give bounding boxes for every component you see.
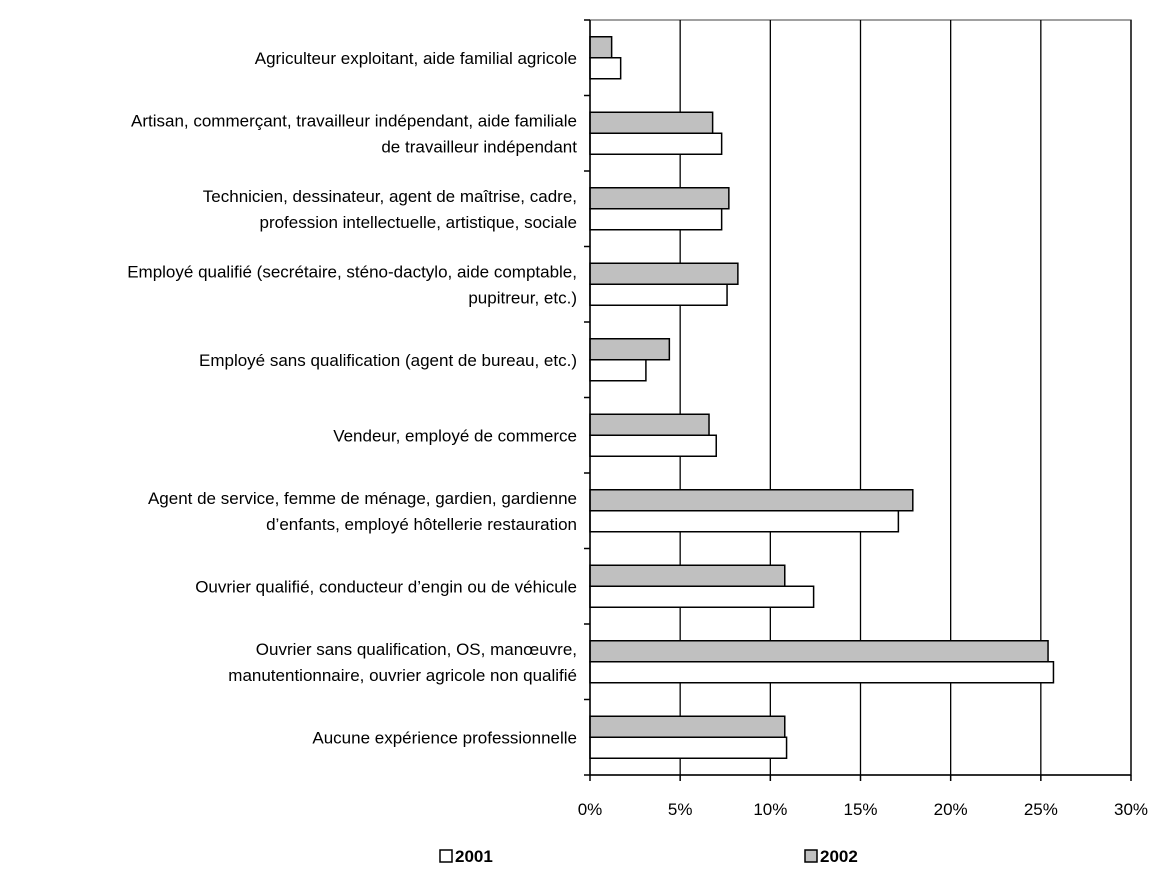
x-tick-label-25: 25% xyxy=(1024,800,1058,819)
bar-2001-8 xyxy=(589,661,1055,684)
bar-2002-6 xyxy=(589,489,914,512)
bar-2001-4 xyxy=(589,359,647,382)
category-label-0: Agriculteur exploitant, aide familial ag… xyxy=(255,49,577,68)
bar-2001-6 xyxy=(589,510,900,533)
category-label-line: Vendeur, employé de commerce xyxy=(333,426,577,445)
category-label-7: Ouvrier qualifié, conducteur d’engin ou … xyxy=(195,577,577,596)
category-label-line: Ouvrier sans qualification, OS, manœuvre… xyxy=(256,640,577,659)
bar-2002-0 xyxy=(589,36,613,59)
x-tick-label-15: 15% xyxy=(843,800,877,819)
category-label-5: Vendeur, employé de commerce xyxy=(333,426,577,445)
bar-2002-4 xyxy=(589,338,671,361)
category-label-6: Agent de service, femme de ménage, gardi… xyxy=(148,489,577,534)
bar-2002-9 xyxy=(589,715,786,738)
category-label-line: d’enfants, employé hôtellerie restaurati… xyxy=(266,515,577,534)
bar-2001-0 xyxy=(589,57,622,80)
axes xyxy=(584,19,1132,781)
category-label-line: pupitreur, etc.) xyxy=(468,288,577,307)
x-tick-labels: 0% 5% 10% 15% 20% 25% 30% xyxy=(578,800,1148,819)
legend-label-2001: 2001 xyxy=(455,847,493,866)
category-label-line: Agent de service, femme de ménage, gardi… xyxy=(148,489,577,508)
x-tick-label-30: 30% xyxy=(1114,800,1148,819)
category-label-line: Aucune expérience professionnelle xyxy=(312,728,577,747)
category-label-3: Employé qualifié (secrétaire, sténo-dact… xyxy=(127,262,577,307)
x-tick-label-5: 5% xyxy=(668,800,693,819)
category-label-line: profession intellectuelle, artistique, s… xyxy=(259,213,577,232)
legend-swatch-2002 xyxy=(804,849,818,863)
bar-2001-1 xyxy=(589,132,723,155)
legend: 2001 2002 xyxy=(439,847,858,866)
bar-2002-3 xyxy=(589,262,739,285)
category-label-line: Technicien, dessinateur, agent de maîtri… xyxy=(203,187,577,206)
category-label-1: Artisan, commerçant, travailleur indépen… xyxy=(131,111,577,156)
category-label-line: Agriculteur exploitant, aide familial ag… xyxy=(255,49,577,68)
category-label-9: Aucune expérience professionnelle xyxy=(312,728,577,747)
category-label-line: Ouvrier qualifié, conducteur d’engin ou … xyxy=(195,577,577,596)
bars xyxy=(589,36,1055,759)
category-label-line: Artisan, commerçant, travailleur indépen… xyxy=(131,111,577,130)
category-label-4: Employé sans qualification (agent de bur… xyxy=(199,351,577,370)
x-tick-label-10: 10% xyxy=(753,800,787,819)
category-label-8: Ouvrier sans qualification, OS, manœuvre… xyxy=(228,640,577,685)
bar-2002-1 xyxy=(589,111,714,134)
category-label-line: de travailleur indépendant xyxy=(381,137,577,156)
category-labels: Agriculteur exploitant, aide familial ag… xyxy=(127,49,577,748)
bar-2002-8 xyxy=(589,640,1049,663)
category-label-line: Employé sans qualification (agent de bur… xyxy=(199,351,577,370)
bar-2001-3 xyxy=(589,283,728,306)
bar-2002-5 xyxy=(589,413,710,436)
category-label-line: Employé qualifié (secrétaire, sténo-dact… xyxy=(127,262,577,281)
bar-2001-5 xyxy=(589,434,717,457)
bar-2002-2 xyxy=(589,187,730,210)
bar-2002-7 xyxy=(589,564,786,587)
bar-2001-9 xyxy=(589,736,788,759)
x-tick-label-0: 0% xyxy=(578,800,603,819)
category-label-line: manutentionnaire, ouvrier agricole non q… xyxy=(228,666,577,685)
category-label-2: Technicien, dessinateur, agent de maîtri… xyxy=(203,187,577,232)
legend-label-2002: 2002 xyxy=(820,847,858,866)
x-tick-label-20: 20% xyxy=(934,800,968,819)
bar-2001-7 xyxy=(589,585,815,608)
legend-swatch-2001 xyxy=(439,849,453,863)
bar-2001-2 xyxy=(589,208,723,231)
